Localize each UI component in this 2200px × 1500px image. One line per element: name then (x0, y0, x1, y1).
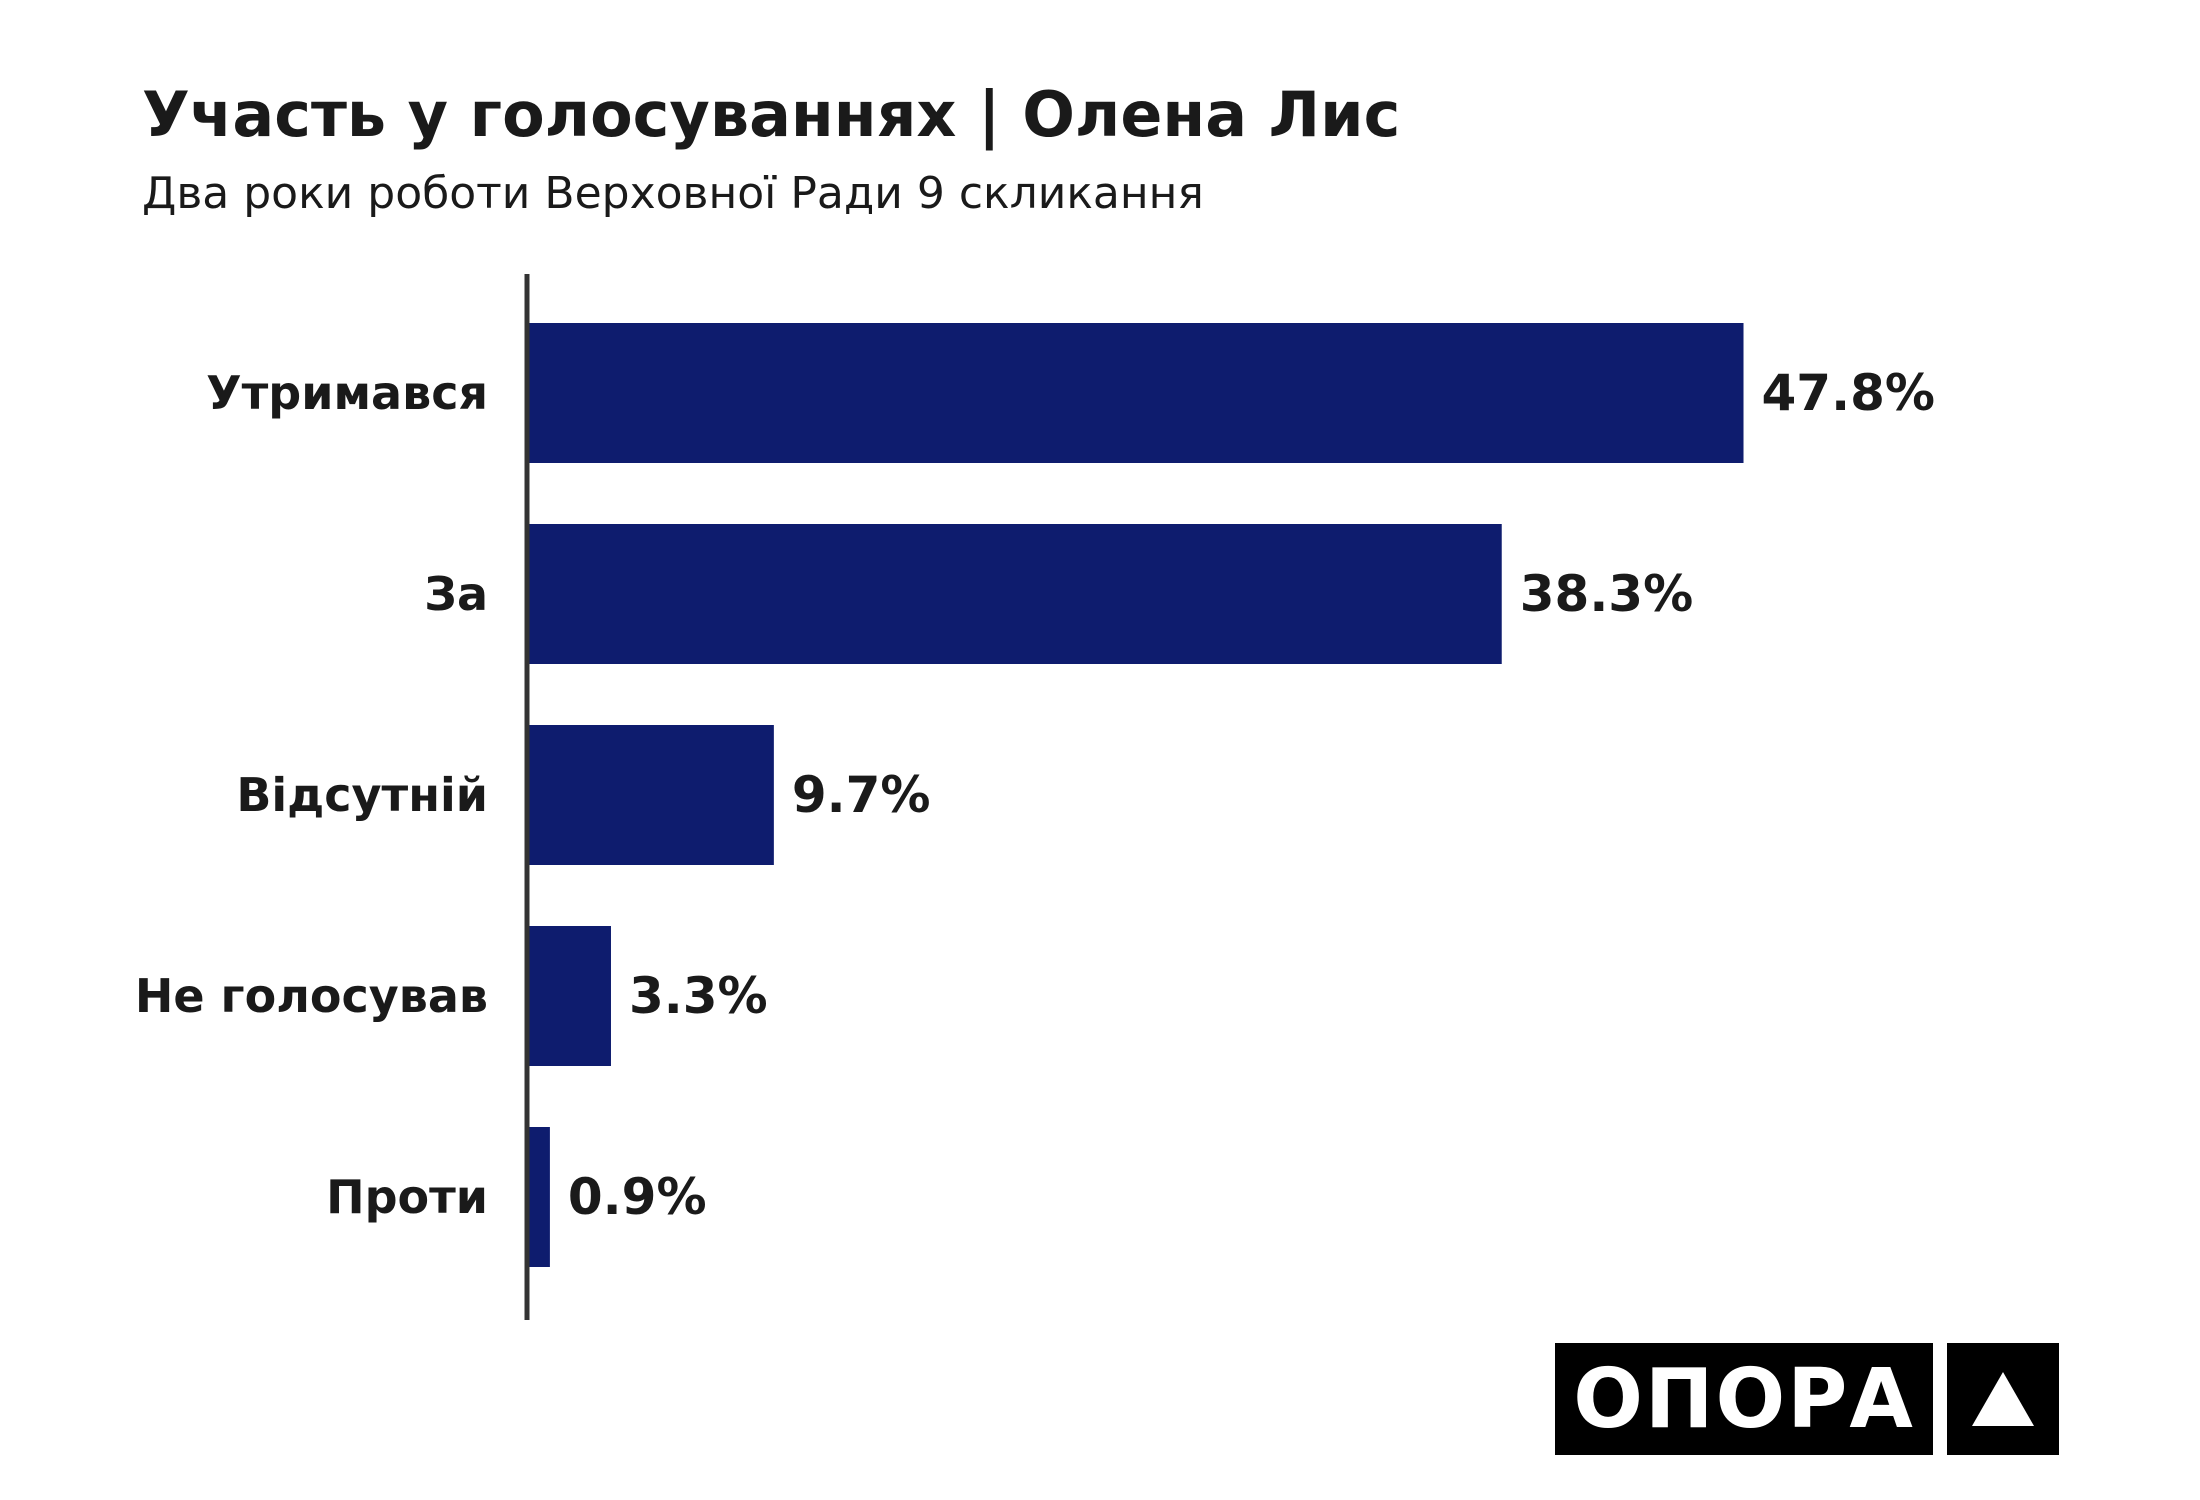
chart-title: Участь у голосуваннях | Олена Лис (142, 78, 1401, 151)
value-label-3: 3.3% (629, 967, 768, 1025)
category-label-4: Проти (326, 1170, 488, 1224)
bar-3 (527, 926, 611, 1066)
logo-wordmark: ОПОРА (1555, 1343, 1933, 1455)
bar-chart: Утримався 47.8% За 38.3% Відсутній 9.7% Не гол… (135, 274, 1935, 1320)
value-label-0: 47.8% (1762, 364, 1935, 422)
bars-layer: Утримався 47.8% За 38.3% Відсутній 9.7% Не гол… (135, 323, 1935, 1267)
chart-subtitle: Два роки роботи Верховної Ради 9 скликан… (142, 168, 1204, 219)
bar-1 (527, 524, 1502, 664)
value-label-4: 0.9% (568, 1168, 707, 1226)
bar-2 (527, 725, 774, 865)
bar-0 (527, 323, 1744, 463)
category-label-0: Утримався (206, 366, 488, 420)
value-label-2: 9.7% (792, 766, 931, 824)
category-label-1: За (424, 567, 488, 621)
value-label-1: 38.3% (1520, 565, 1693, 623)
category-label-2: Відсутній (236, 768, 488, 822)
opora-logo: ОПОРА (1555, 1343, 2059, 1455)
category-label-3: Не голосував (135, 969, 488, 1023)
bar-4 (527, 1127, 550, 1267)
triangle-icon (1947, 1343, 2059, 1455)
